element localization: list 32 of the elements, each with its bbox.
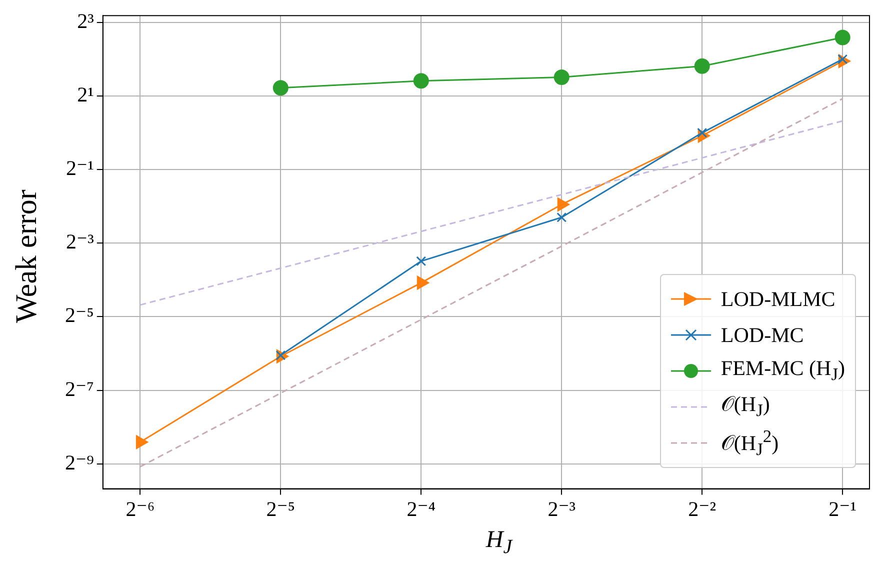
x-axis-title: H$_{J}$ — [484, 527, 514, 559]
point — [413, 73, 429, 89]
y-tick-label: 2⁻⁵ — [65, 303, 94, 328]
x-tick-label: 2⁻⁴ — [406, 496, 436, 521]
point — [557, 198, 570, 212]
point — [694, 58, 710, 74]
point — [416, 276, 429, 290]
y-axis-title: Weak error — [10, 190, 44, 323]
legend-label: LOD-MC — [720, 322, 804, 348]
y-tick-label: 2⁻⁹ — [65, 450, 94, 474]
legend-label: 𝒪(H$_{J}$) — [720, 392, 770, 422]
point — [136, 435, 148, 449]
y-tick-label: 2⁻⁷ — [65, 376, 94, 401]
line-series — [139, 98, 844, 468]
x-tick-label: 2⁻¹ — [828, 496, 857, 521]
point — [416, 256, 426, 266]
y-tick-label: 2³ — [77, 8, 94, 33]
y-tick-label: 2⁻¹ — [66, 156, 94, 180]
legend-label: FEM-MC (H$_{J}$) — [720, 356, 845, 386]
point — [554, 69, 570, 85]
x-tick-label: 2⁻³ — [548, 496, 576, 521]
line-series — [139, 120, 844, 306]
point — [272, 80, 288, 96]
x-tick-label: 2⁻⁶ — [126, 496, 155, 521]
legend-label: 𝒪(H$_{J}$$^{2}$) — [720, 426, 779, 460]
x-tick-label: 2⁻² — [688, 496, 716, 521]
point — [834, 30, 850, 46]
y-tick-label: 2⁻³ — [66, 230, 94, 254]
y-tick-label: 2¹ — [77, 82, 94, 107]
legend-label: LOD-MLMC — [720, 286, 836, 312]
x-tick-label: 2⁻⁵ — [266, 496, 296, 521]
point — [556, 212, 567, 222]
